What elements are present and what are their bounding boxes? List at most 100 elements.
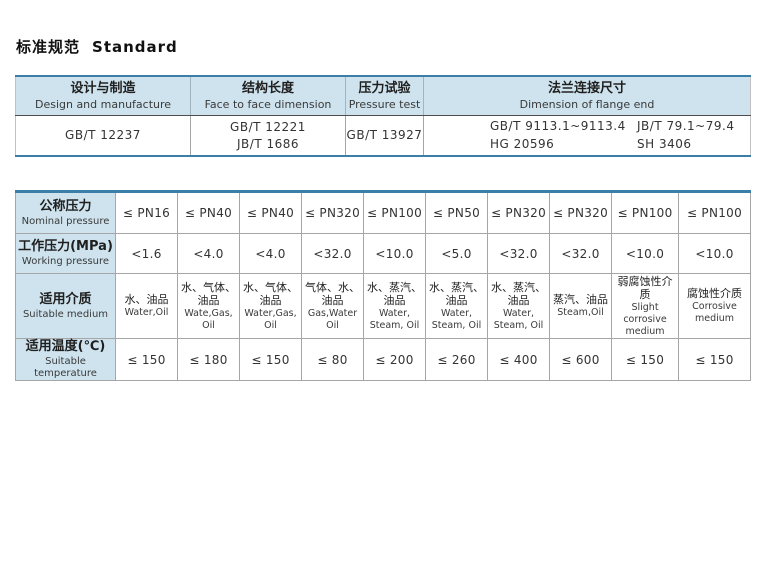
medium-cn: 水、蒸汽、油品 xyxy=(367,280,422,307)
temperature-cell: ≤ 600 xyxy=(549,338,612,381)
flange-standards-grid: GB/T 9113.1~9113.4 JB/T 79.1~79.4 HG 205… xyxy=(424,118,750,153)
nominal-pressure-cell: ≤ PN320 xyxy=(487,191,550,234)
medium-cn: 水、蒸汽、油品 xyxy=(429,280,484,307)
parameters-table: 公称压力 Nominal pressure ≤ PN16 ≤ PN40 ≤ PN… xyxy=(15,190,751,381)
temperature-cell: ≤ 400 xyxy=(487,338,550,381)
suitable-medium-row: 适用介质 Suitable medium 水、油品 Water,Oil 水、气体… xyxy=(15,273,751,339)
medium-cn: 水、气体、油品 xyxy=(243,280,298,307)
standard-code: JB/T 1686 xyxy=(237,136,299,151)
temperature-cell: ≤ 180 xyxy=(177,338,240,381)
standards-header-row: 设计与制造 Design and manufacture 结构长度 Face t… xyxy=(15,76,751,116)
working-pressure-cell: <4.0 xyxy=(177,233,240,274)
header-en: Design and manufacture xyxy=(34,98,172,111)
page-title-en: Standard xyxy=(92,38,178,56)
medium-cell: 腐蚀性介质 Corrosive medium xyxy=(678,273,751,339)
standard-code: JB/T 79.1~79.4 xyxy=(637,119,735,133)
medium-cell: 水、油品 Water,Oil xyxy=(115,273,178,339)
standard-code: GB/T 13927 xyxy=(346,128,423,142)
working-pressure-cell: <32.0 xyxy=(487,233,550,274)
header-en: Pressure test xyxy=(348,98,421,111)
medium-en: Steam,Oil xyxy=(557,307,604,318)
temperature-cell: ≤ 150 xyxy=(239,338,302,381)
medium-cell: 蒸汽、油品 Steam,Oil xyxy=(549,273,612,339)
page-title-cn: 标准规范 xyxy=(16,38,81,56)
medium-en: Gas,Water Oil xyxy=(307,307,358,331)
temperature-cell: ≤ 150 xyxy=(611,338,679,381)
nominal-pressure-cell: ≤ PN40 xyxy=(239,191,302,234)
standard-code: GB/T 12221 xyxy=(230,119,306,134)
working-pressure-cell: <4.0 xyxy=(239,233,302,274)
nominal-pressure-cell: ≤ PN100 xyxy=(611,191,679,234)
temperature-cell: ≤ 150 xyxy=(678,338,751,381)
row-label-cn: 适用温度(℃) xyxy=(25,339,106,354)
row-label-working-pressure: 工作压力(MPa) Working pressure xyxy=(15,233,116,274)
row-label-cn: 适用介质 xyxy=(39,291,92,307)
standard-code: SH 3406 xyxy=(637,137,692,151)
row-label-cn: 工作压力(MPa) xyxy=(18,239,113,254)
row-label-cn: 公称压力 xyxy=(39,198,92,214)
nominal-pressure-cell: ≤ PN320 xyxy=(301,191,364,234)
standards-value-design: GB/T 12237 xyxy=(15,115,191,156)
nominal-pressure-cell: ≤ PN100 xyxy=(363,191,426,234)
nominal-pressure-cell: ≤ PN50 xyxy=(425,191,488,234)
medium-en: Slight corrosive medium xyxy=(623,301,667,337)
row-label-nominal-pressure: 公称压力 Nominal pressure xyxy=(15,191,116,234)
medium-cell: 水、蒸汽、油品 Water, Steam, Oil xyxy=(487,273,550,339)
header-en: Face to face dimension xyxy=(204,98,332,111)
row-label-suitable-medium: 适用介质 Suitable medium xyxy=(15,273,116,339)
suitable-temperature-row: 适用温度(℃) Suitable temperature ≤ 150 ≤ 180… xyxy=(15,338,751,381)
standard-code: GB/T 12237 xyxy=(65,128,141,142)
row-label-en: Working pressure xyxy=(21,256,110,267)
standards-value-pressure-test: GB/T 13927 xyxy=(345,115,424,156)
standards-header-pressure-test: 压力试验 Pressure test xyxy=(345,76,424,116)
standard-code: GB/T 9113.1~9113.4 xyxy=(490,119,626,133)
medium-cell: 水、蒸汽、油品 Water, Steam, Oil xyxy=(425,273,488,339)
standards-value-row: GB/T 12237 GB/T 12221 JB/T 1686 GB/T 139… xyxy=(15,115,751,157)
standard-code: HG 20596 xyxy=(490,137,555,151)
row-label-en: Suitable medium xyxy=(22,308,109,320)
medium-cell: 水、蒸汽、油品 Water, Steam, Oil xyxy=(363,273,426,339)
medium-en: Corrosive medium xyxy=(692,301,737,324)
medium-cell: 气体、水、油品 Gas,Water Oil xyxy=(301,273,364,339)
medium-cell: 弱腐蚀性介质 Slight corrosive medium xyxy=(611,273,679,339)
working-pressure-cell: <32.0 xyxy=(549,233,612,274)
medium-en: Water, Steam, Oil xyxy=(493,307,544,331)
working-pressure-cell: <10.0 xyxy=(611,233,679,274)
temperature-cell: ≤ 150 xyxy=(115,338,178,381)
medium-en: Water, Steam, Oil xyxy=(369,307,420,331)
working-pressure-cell: <10.0 xyxy=(678,233,751,274)
working-pressure-cell: <10.0 xyxy=(363,233,426,274)
medium-cn: 水、蒸汽、油品 xyxy=(491,280,546,307)
standards-header-flange-end: 法兰连接尺寸 Dimension of flange end xyxy=(423,76,751,116)
medium-cn: 水、油品 xyxy=(124,293,169,306)
header-cn: 结构长度 xyxy=(241,81,294,96)
medium-en: Water, Steam, Oil xyxy=(431,307,482,331)
header-cn: 压力试验 xyxy=(358,81,411,96)
medium-cell: 水、气体、油品 Wate,Gas, Oil xyxy=(177,273,240,339)
header-cn: 设计与制造 xyxy=(70,81,136,96)
medium-cn: 腐蚀性介质 xyxy=(687,287,742,300)
row-label-en: Suitable temperature xyxy=(34,356,97,379)
header-cn: 法兰连接尺寸 xyxy=(547,81,626,96)
medium-en: Wate,Gas, Oil xyxy=(184,307,233,331)
nominal-pressure-row: 公称压力 Nominal pressure ≤ PN16 ≤ PN40 ≤ PN… xyxy=(15,191,751,234)
working-pressure-cell: <5.0 xyxy=(425,233,488,274)
standards-header-design: 设计与制造 Design and manufacture xyxy=(15,76,191,116)
medium-cell: 水、气体、油品 Water,Gas, Oil xyxy=(239,273,302,339)
medium-cn: 气体、水、油品 xyxy=(305,280,360,307)
nominal-pressure-cell: ≤ PN40 xyxy=(177,191,240,234)
temperature-cell: ≤ 80 xyxy=(301,338,364,381)
temperature-cell: ≤ 200 xyxy=(363,338,426,381)
medium-cn: 水、气体、油品 xyxy=(181,280,236,307)
medium-cn: 弱腐蚀性介质 xyxy=(617,274,673,301)
nominal-pressure-cell: ≤ PN320 xyxy=(549,191,612,234)
standards-value-flange-end: GB/T 9113.1~9113.4 JB/T 79.1~79.4 HG 205… xyxy=(424,116,751,157)
working-pressure-row: 工作压力(MPa) Working pressure <1.6 <4.0 <4.… xyxy=(15,233,751,274)
row-label-suitable-temperature: 适用温度(℃) Suitable temperature xyxy=(15,338,116,381)
standards-header-face-to-face: 结构长度 Face to face dimension xyxy=(190,76,346,116)
medium-cn: 蒸汽、油品 xyxy=(553,293,608,306)
header-en: Dimension of flange end xyxy=(519,98,655,111)
working-pressure-cell: <32.0 xyxy=(301,233,364,274)
standards-table: 设计与制造 Design and manufacture 结构长度 Face t… xyxy=(15,75,751,157)
nominal-pressure-cell: ≤ PN16 xyxy=(115,191,178,234)
